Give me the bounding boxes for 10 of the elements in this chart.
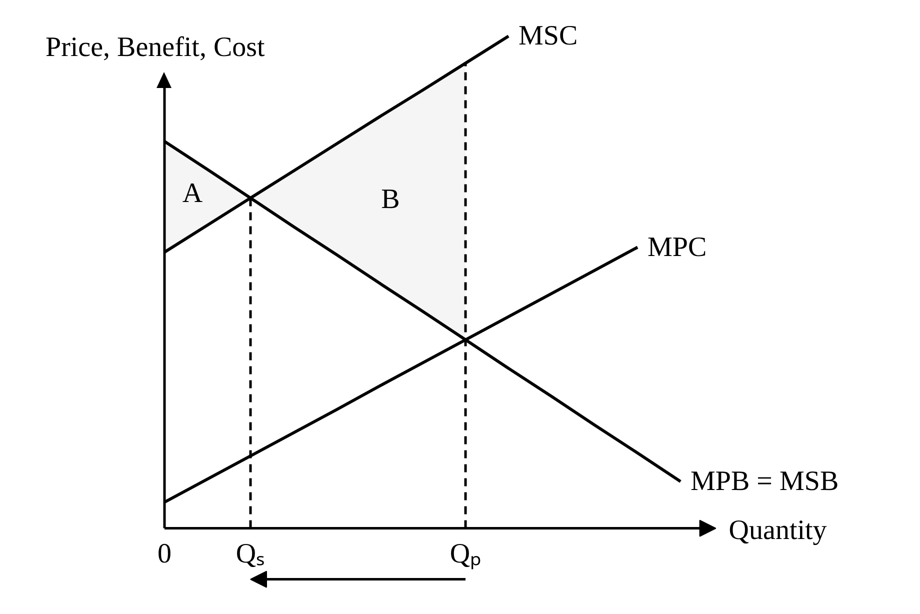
- series-label: MPC: [648, 232, 707, 263]
- x-tick-label: 0: [158, 538, 172, 570]
- series-label: MPB = MSB: [690, 466, 839, 498]
- series-label: MSC: [518, 20, 578, 52]
- x-tick-label: Qₚ: [450, 538, 482, 570]
- annotation: B: [381, 184, 400, 215]
- x-tick-label: Qₛ: [236, 538, 266, 570]
- y-axis-title: Price, Benefit, Cost: [46, 32, 266, 63]
- x-axis-title: Quantity: [728, 514, 827, 546]
- annotation: A: [182, 178, 204, 209]
